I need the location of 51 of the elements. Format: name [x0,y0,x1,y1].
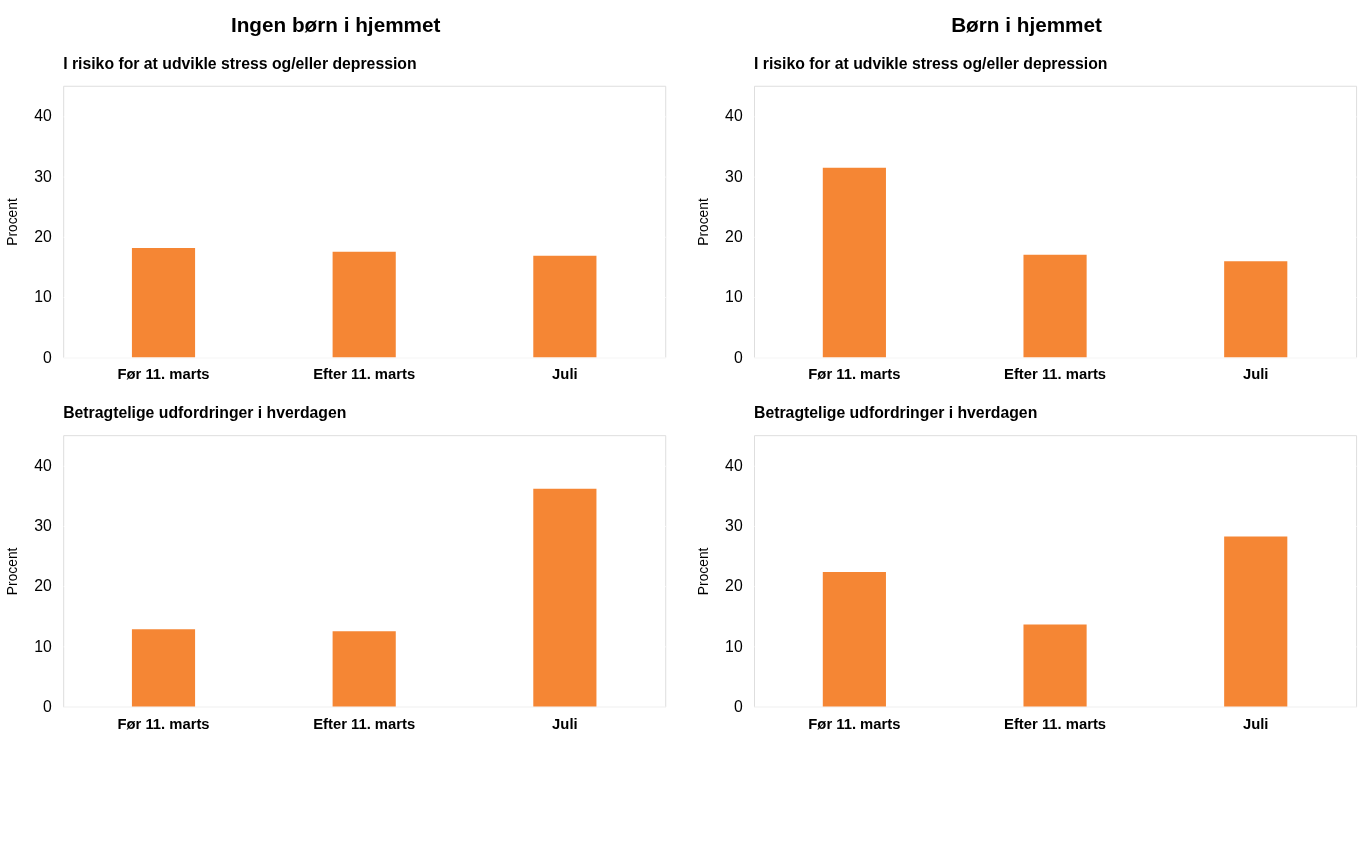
chart-subtitle: Betragtelige udfordringer i hverdagen [63,404,347,422]
y-tick-label: 10 [34,637,53,655]
x-tick-label: Juli [1242,715,1269,732]
chart-subtitle: I risiko for at udvikle stress og/eller depression [63,54,417,72]
y-axis-title: Procent [695,547,712,596]
y-tick-label: 20 [725,577,743,595]
y-tick-label: 20 [34,227,53,245]
y-tick-label: 0 [733,348,743,366]
bar [332,631,396,707]
y-tick-label: 30 [34,167,53,185]
y-tick-label: 30 [725,167,743,185]
bar [533,488,597,707]
y-tick-label: 40 [34,456,53,474]
y-tick-label: 10 [725,288,743,306]
y-tick-label: 40 [725,107,743,125]
y-tick-label: 10 [725,637,743,655]
y-tick-label: 20 [725,227,743,245]
x-tick-label: Før 11. marts [808,715,901,732]
bar [1224,261,1288,358]
x-tick-label: Efter 11. marts [313,366,416,383]
bar [1023,624,1087,707]
chart-title: Børn i hjemmet [951,12,1103,36]
x-tick-label: Juli [552,715,578,732]
y-tick-label: 40 [725,456,743,474]
x-tick-label: Juli [1242,366,1269,383]
y-axis-title: Procent [4,547,21,596]
bar [822,167,886,358]
chart-subtitle: I risiko for at udvikle stress og/eller depression [754,54,1108,72]
y-tick-label: 0 [43,348,53,366]
bar [1023,254,1087,358]
y-tick-label: 10 [34,288,53,306]
bar [822,572,886,707]
x-tick-label: Juli [552,366,578,383]
y-tick-label: 0 [43,697,53,715]
x-tick-label: Efter 11. marts [1004,366,1107,383]
y-axis-title: Procent [4,198,21,246]
x-tick-label: Før 11. marts [117,366,210,383]
x-tick-label: Før 11. marts [117,715,210,732]
y-tick-label: 40 [34,107,53,125]
y-axis-title: Procent [695,198,712,246]
x-tick-label: Før 11. marts [808,366,901,383]
x-tick-label: Efter 11. marts [1004,715,1107,732]
y-tick-label: 30 [725,517,743,535]
y-tick-label: 20 [34,577,53,595]
bar [131,629,196,707]
bar [1224,536,1288,707]
x-tick-label: Efter 11. marts [313,715,416,732]
chart-subtitle: Betragtelige udfordringer i hverdagen [754,404,1038,422]
y-tick-label: 0 [733,697,743,715]
chart-title: Ingen børn i hjemmet [230,12,441,36]
y-tick-label: 30 [34,517,53,535]
